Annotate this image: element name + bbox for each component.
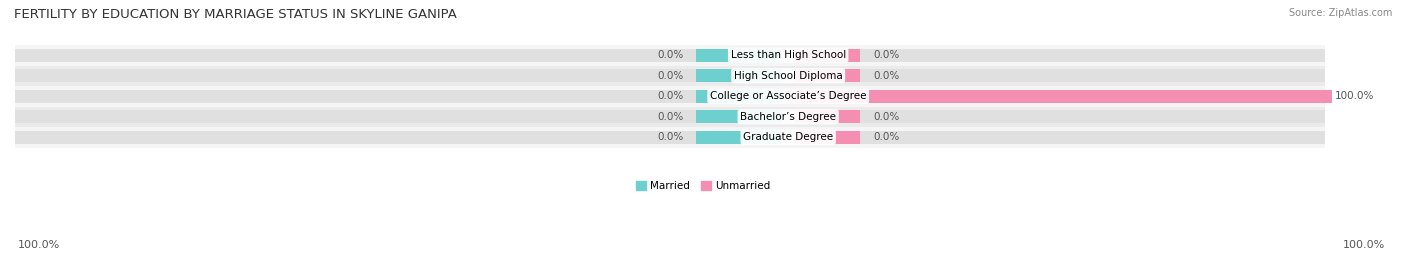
Bar xyxy=(15,127,1326,148)
Text: 0.0%: 0.0% xyxy=(873,71,900,81)
Text: Source: ZipAtlas.com: Source: ZipAtlas.com xyxy=(1288,8,1392,18)
Text: 100.0%: 100.0% xyxy=(18,240,60,250)
Bar xyxy=(794,49,860,62)
Bar xyxy=(696,90,782,103)
Text: FERTILITY BY EDUCATION BY MARRIAGE STATUS IN SKYLINE GANIPA: FERTILITY BY EDUCATION BY MARRIAGE STATU… xyxy=(14,8,457,21)
Text: 0.0%: 0.0% xyxy=(657,71,683,81)
Text: College or Associate’s Degree: College or Associate’s Degree xyxy=(710,91,866,101)
Text: Bachelor’s Degree: Bachelor’s Degree xyxy=(740,112,837,122)
Text: 0.0%: 0.0% xyxy=(657,50,683,60)
Bar xyxy=(15,49,1326,62)
Bar xyxy=(794,69,860,82)
Bar xyxy=(794,90,1331,103)
Text: 0.0%: 0.0% xyxy=(873,50,900,60)
Text: 0.0%: 0.0% xyxy=(657,112,683,122)
Legend: Married, Unmarried: Married, Unmarried xyxy=(636,181,770,191)
Bar xyxy=(15,66,1326,86)
Text: 0.0%: 0.0% xyxy=(657,91,683,101)
Bar xyxy=(794,111,860,123)
Bar xyxy=(15,69,1326,82)
Bar xyxy=(15,111,1326,123)
Text: 0.0%: 0.0% xyxy=(873,112,900,122)
Text: 0.0%: 0.0% xyxy=(657,132,683,142)
Text: Less than High School: Less than High School xyxy=(731,50,846,60)
Text: 100.0%: 100.0% xyxy=(1343,240,1385,250)
Text: High School Diploma: High School Diploma xyxy=(734,71,842,81)
Bar xyxy=(15,86,1326,107)
Bar xyxy=(696,111,782,123)
Bar xyxy=(15,131,1326,144)
Bar xyxy=(696,69,782,82)
Bar xyxy=(696,131,782,144)
Text: Graduate Degree: Graduate Degree xyxy=(744,132,834,142)
Text: 100.0%: 100.0% xyxy=(1336,91,1375,101)
Bar xyxy=(15,90,1326,103)
Bar xyxy=(794,131,860,144)
Bar xyxy=(696,49,782,62)
Text: 0.0%: 0.0% xyxy=(873,132,900,142)
Bar xyxy=(15,45,1326,66)
Bar xyxy=(15,107,1326,127)
